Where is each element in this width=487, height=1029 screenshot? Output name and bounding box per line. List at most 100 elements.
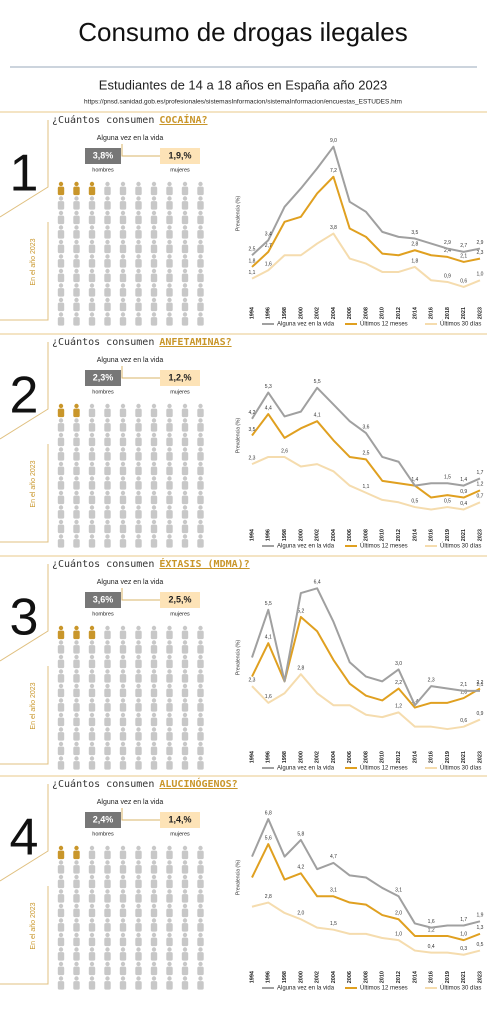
icon-head	[74, 889, 79, 894]
icon-body	[166, 539, 173, 548]
data-label: 1,4	[411, 477, 418, 483]
icon-body	[150, 952, 158, 961]
icon-head	[182, 268, 188, 274]
data-label: 0,9	[444, 273, 451, 279]
icon-head	[105, 918, 110, 923]
person-icon	[181, 476, 189, 490]
icon-head	[136, 698, 141, 703]
icon-body	[57, 865, 65, 874]
person-icon	[88, 683, 96, 698]
person-icon	[104, 283, 111, 297]
person-icon	[88, 403, 96, 418]
icon-body	[166, 273, 173, 283]
person-icon	[119, 947, 127, 961]
icon-head	[136, 640, 141, 645]
icon-head	[58, 889, 64, 894]
icon-head	[89, 283, 95, 288]
icon-head	[89, 860, 95, 865]
person-icon	[57, 654, 65, 669]
icon-head	[182, 432, 188, 438]
person-icon	[135, 225, 142, 239]
person-icon	[197, 683, 204, 698]
icon-head	[167, 312, 172, 317]
x-tick-label: 1994	[249, 528, 255, 541]
icon-body	[135, 539, 142, 548]
icon-body	[197, 539, 204, 548]
icon-head	[151, 640, 157, 645]
person-icon	[119, 727, 127, 741]
person-icon	[57, 418, 65, 432]
icon-head	[105, 403, 110, 409]
person-icon	[166, 181, 173, 196]
person-icon	[181, 947, 189, 961]
person-icon	[57, 447, 65, 461]
x-tick-label: 2004	[331, 306, 337, 319]
person-icon	[104, 312, 111, 326]
icon-body	[104, 452, 111, 461]
icon-head	[167, 461, 172, 467]
data-label: 0,5	[444, 498, 451, 504]
subtitle: Estudiantes de 14 a 18 años en España añ…	[99, 77, 387, 92]
icon-head	[151, 297, 157, 303]
person-icon	[135, 181, 142, 196]
icon-body	[181, 437, 189, 447]
person-icon	[73, 903, 80, 918]
icon-body	[119, 288, 127, 297]
icon-head	[182, 297, 188, 303]
icon-body	[197, 746, 204, 756]
icon-head	[182, 860, 188, 865]
x-tick-label: 2008	[363, 307, 369, 319]
icon-head	[167, 903, 172, 909]
icon-head	[182, 932, 188, 938]
legend-label: Alguna vez en la vida	[277, 766, 335, 772]
person-icon	[57, 683, 65, 698]
icon-body	[166, 865, 173, 874]
icon-head	[74, 654, 79, 660]
person-icon	[197, 640, 204, 654]
year-label: En el año 2023	[30, 238, 37, 285]
icon-head	[105, 741, 110, 747]
icon-body	[73, 186, 80, 196]
icon-body	[150, 865, 158, 874]
icon-body	[57, 746, 65, 756]
person-icon	[135, 712, 142, 727]
icon-body	[197, 259, 204, 268]
person-icon	[150, 712, 158, 727]
icon-body	[181, 703, 189, 712]
icon-head	[105, 534, 110, 539]
icon-body	[166, 495, 173, 505]
person-icon	[73, 239, 80, 254]
icon-head	[136, 505, 141, 510]
icon-body	[73, 865, 80, 874]
icon-head	[151, 669, 157, 674]
icon-body	[57, 908, 65, 918]
icon-head	[120, 505, 126, 510]
person-icon	[88, 447, 96, 461]
icon-head	[136, 432, 141, 438]
icon-body	[197, 288, 204, 297]
icon-head	[105, 210, 110, 216]
person-icon	[119, 874, 127, 889]
person-icon	[181, 961, 189, 976]
person-icon	[166, 447, 173, 461]
icon-body	[73, 259, 80, 268]
icon-body	[57, 273, 65, 283]
person-icon	[150, 418, 158, 432]
icon-head	[167, 976, 172, 981]
series-line	[251, 232, 481, 288]
person-icon	[57, 712, 65, 727]
icon-head	[198, 947, 203, 952]
icon-body	[135, 201, 142, 210]
icon-body	[104, 746, 111, 756]
icon-body	[135, 981, 142, 990]
person-icon	[88, 418, 96, 432]
icon-head	[151, 447, 157, 452]
icon-body	[119, 966, 127, 976]
data-label: 2,1	[460, 682, 467, 688]
person-icon	[150, 727, 158, 741]
icon-body	[73, 244, 80, 254]
person-icon	[135, 254, 142, 268]
person-icon	[197, 889, 204, 903]
person-icon	[150, 268, 158, 283]
person-icon	[135, 418, 142, 432]
